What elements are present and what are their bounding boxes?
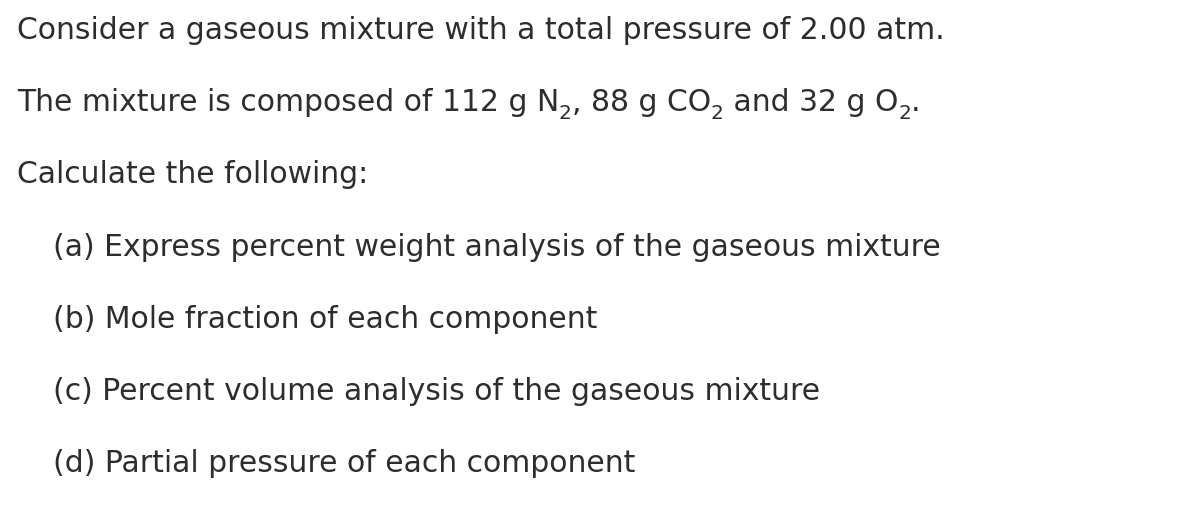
Text: The mixture is composed of 112 g N: The mixture is composed of 112 g N xyxy=(17,88,559,117)
Text: (b) Mole fraction of each component: (b) Mole fraction of each component xyxy=(52,305,597,334)
Text: 2: 2 xyxy=(898,105,911,123)
Text: (c) Percent volume analysis of the gaseous mixture: (c) Percent volume analysis of the gaseo… xyxy=(52,377,820,406)
Text: and 32 g O: and 32 g O xyxy=(724,88,898,117)
Text: .: . xyxy=(911,88,920,117)
Text: (d) Partial pressure of each component: (d) Partial pressure of each component xyxy=(52,449,635,478)
Text: Consider a gaseous mixture with a total pressure of 2.00 atm.: Consider a gaseous mixture with a total … xyxy=(17,16,944,45)
Text: 2: 2 xyxy=(711,105,724,123)
Text: (a) Express percent weight analysis of the gaseous mixture: (a) Express percent weight analysis of t… xyxy=(52,232,940,262)
Text: 2: 2 xyxy=(559,105,572,123)
Text: Calculate the following:: Calculate the following: xyxy=(17,160,367,189)
Text: , 88 g CO: , 88 g CO xyxy=(572,88,711,117)
